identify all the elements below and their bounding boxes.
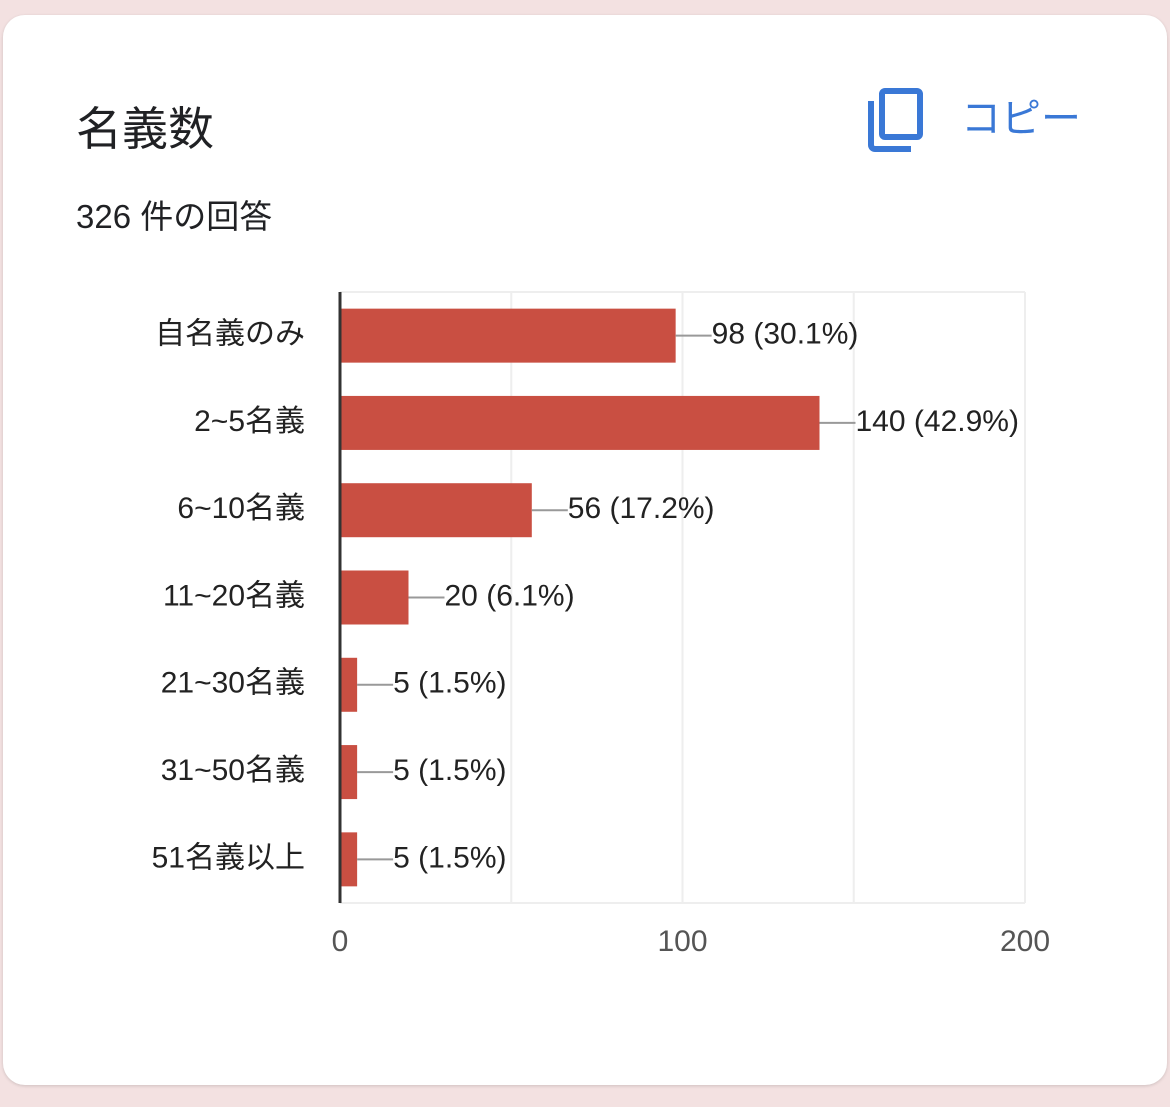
bar [340, 483, 532, 538]
x-tick-label: 200 [1000, 925, 1050, 958]
bar [340, 832, 358, 887]
value-label: 5 (1.5%) [393, 754, 506, 787]
value-label: 5 (1.5%) [393, 667, 506, 700]
bar [340, 570, 409, 625]
y-tick-label: 11~20名義 [163, 579, 305, 612]
y-tick-label: 51名義以上 [152, 841, 305, 874]
card: 名義数 326 件の回答 コピー [3, 15, 1167, 1085]
copy-icon [868, 88, 923, 152]
x-tick-label: 100 [657, 925, 707, 958]
value-label: 5 (1.5%) [393, 841, 506, 874]
bar [340, 395, 820, 450]
value-label: 140 (42.9%) [856, 405, 1019, 438]
bar [340, 308, 676, 363]
y-tick-label: 31~50名義 [161, 754, 305, 787]
y-tick-label: 自名義のみ [155, 318, 305, 351]
bar [340, 657, 358, 712]
bar [340, 745, 358, 800]
y-tick-label: 2~5名義 [194, 405, 305, 438]
y-tick-label: 21~30名義 [161, 667, 305, 700]
y-tick-label: 6~10名義 [177, 492, 305, 525]
card-title: 名義数 [76, 103, 214, 155]
x-tick-label: 0 [332, 925, 349, 958]
value-label: 20 (6.1%) [445, 579, 575, 612]
copy-label[interactable]: コピー [961, 97, 1081, 141]
value-label: 98 (30.1%) [712, 318, 859, 351]
value-label: 56 (17.2%) [568, 492, 715, 525]
response-count: 326 件の回答 [76, 198, 273, 235]
copy-button[interactable]: コピー [865, 87, 1081, 153]
